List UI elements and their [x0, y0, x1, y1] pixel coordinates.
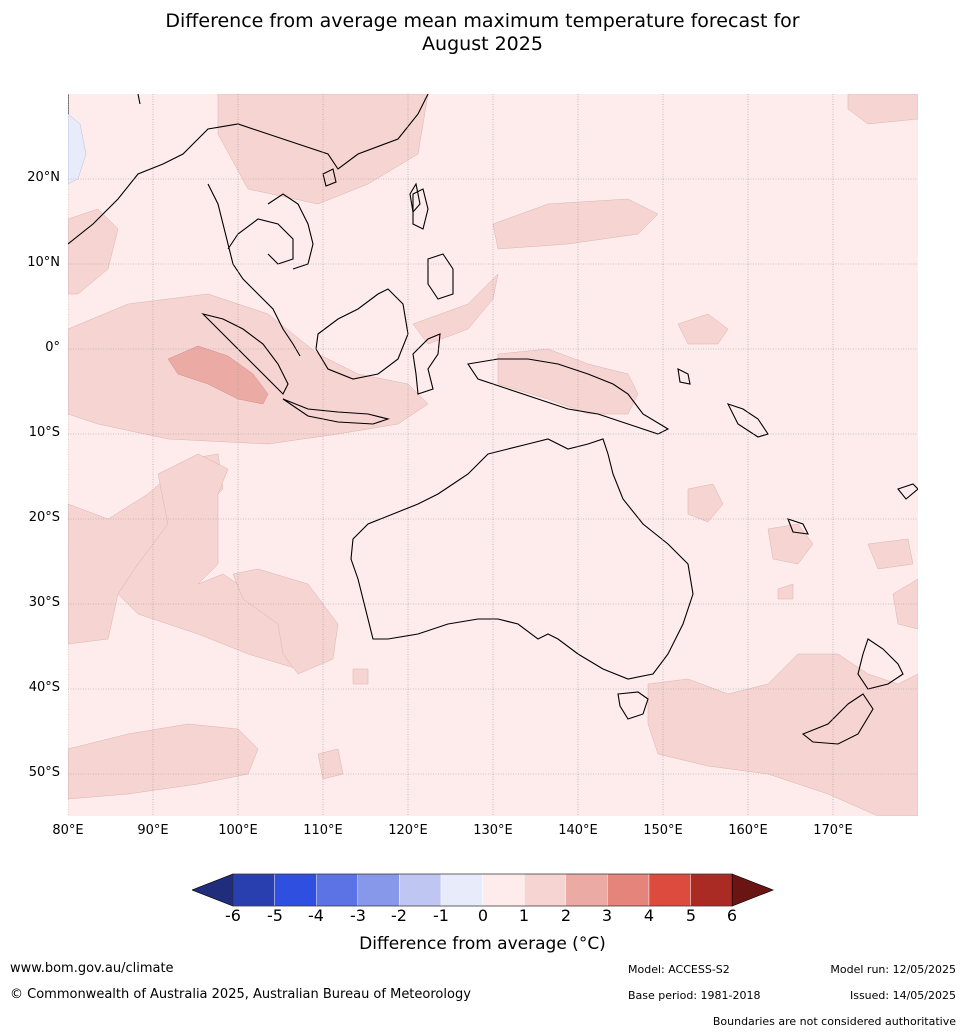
forecast-map — [68, 94, 918, 816]
legend-title-unit: °C) — [578, 934, 606, 954]
legend-tick: 4 — [643, 906, 655, 925]
footer-issued: Issued: 14/05/2025 — [849, 989, 956, 1002]
legend-tick: 1 — [518, 906, 530, 925]
legend-swatch — [482, 873, 525, 907]
legend-swatches — [192, 873, 774, 907]
legend-swatch-below-min — [192, 873, 234, 907]
legend-title: Difference from average (°C) — [0, 934, 965, 954]
lon-label-120e: 120°E — [388, 823, 428, 838]
lat-label-20s: 20°S — [28, 510, 60, 525]
legend-swatch — [565, 873, 608, 907]
legend-tick: -2 — [391, 906, 407, 925]
legend-tick: 0 — [477, 906, 489, 925]
legend-outline — [232, 873, 733, 907]
legend-swatch — [440, 873, 483, 907]
map-title: Difference from average mean maximum tem… — [0, 10, 965, 56]
legend-colorbar — [192, 873, 774, 907]
legend-swatch — [357, 873, 400, 907]
legend-tick: -4 — [308, 906, 324, 925]
legend-tick: 2 — [560, 906, 572, 925]
legend-swatch — [274, 873, 317, 907]
lon-label-170e: 170°E — [813, 823, 853, 838]
lat-label-50s: 50°S — [28, 765, 60, 780]
legend-swatch — [690, 873, 733, 907]
footer-model-run: Model run: 12/05/2025 — [830, 963, 956, 976]
map-canvas — [68, 94, 918, 816]
lat-label-20n: 20°N — [27, 170, 60, 185]
footer-model: Model: ACCESS-S2 — [628, 963, 730, 976]
anomaly-2-3-regions — [167, 345, 269, 405]
legend-swatch — [315, 873, 358, 907]
anomaly-negative-region — [68, 113, 87, 185]
legend-swatch — [607, 873, 650, 907]
legend-swatch — [399, 873, 442, 907]
lat-label-10s: 10°S — [28, 425, 60, 440]
legend-title-text: Difference from average ( — [359, 934, 579, 954]
lon-label-110e: 110°E — [303, 823, 343, 838]
lat-label-10n: 10°N — [27, 255, 60, 270]
legend-swatch — [524, 873, 567, 907]
legend-tick: -5 — [267, 906, 283, 925]
lon-label-150e: 150°E — [643, 823, 683, 838]
footer-base-period: Base period: 1981-2018 — [628, 989, 761, 1002]
lon-label-140e: 140°E — [558, 823, 598, 838]
title-line-2: August 2025 — [422, 33, 543, 55]
footer-disclaimer: Boundaries are not considered authoritat… — [712, 1015, 956, 1028]
lat-label-30s: 30°S — [28, 595, 60, 610]
graticule — [68, 94, 918, 816]
lat-label-0: 0° — [45, 340, 60, 355]
lat-label-40s: 40°S — [28, 680, 60, 695]
legend-tick: -1 — [433, 906, 449, 925]
lon-label-80e: 80°E — [52, 823, 84, 838]
lon-label-130e: 130°E — [473, 823, 513, 838]
lon-label-160e: 160°E — [728, 823, 768, 838]
legend-swatch — [232, 873, 275, 907]
lon-label-100e: 100°E — [218, 823, 258, 838]
legend-tick: -3 — [350, 906, 366, 925]
title-line-1: Difference from average mean maximum tem… — [165, 10, 800, 32]
anomaly-1-2-regions — [68, 94, 918, 816]
footer-copyright: © Commonwealth of Australia 2025, Austra… — [10, 987, 471, 1002]
legend-tick: 5 — [685, 906, 697, 925]
lon-label-90e: 90°E — [137, 823, 169, 838]
legend-tick: 3 — [601, 906, 613, 925]
legend-tick: -6 — [225, 906, 241, 925]
legend-swatch-above-max — [731, 873, 774, 907]
legend-tick: 6 — [726, 906, 738, 925]
legend-swatch — [648, 873, 691, 907]
footer-website: www.bom.gov.au/climate — [10, 961, 174, 976]
